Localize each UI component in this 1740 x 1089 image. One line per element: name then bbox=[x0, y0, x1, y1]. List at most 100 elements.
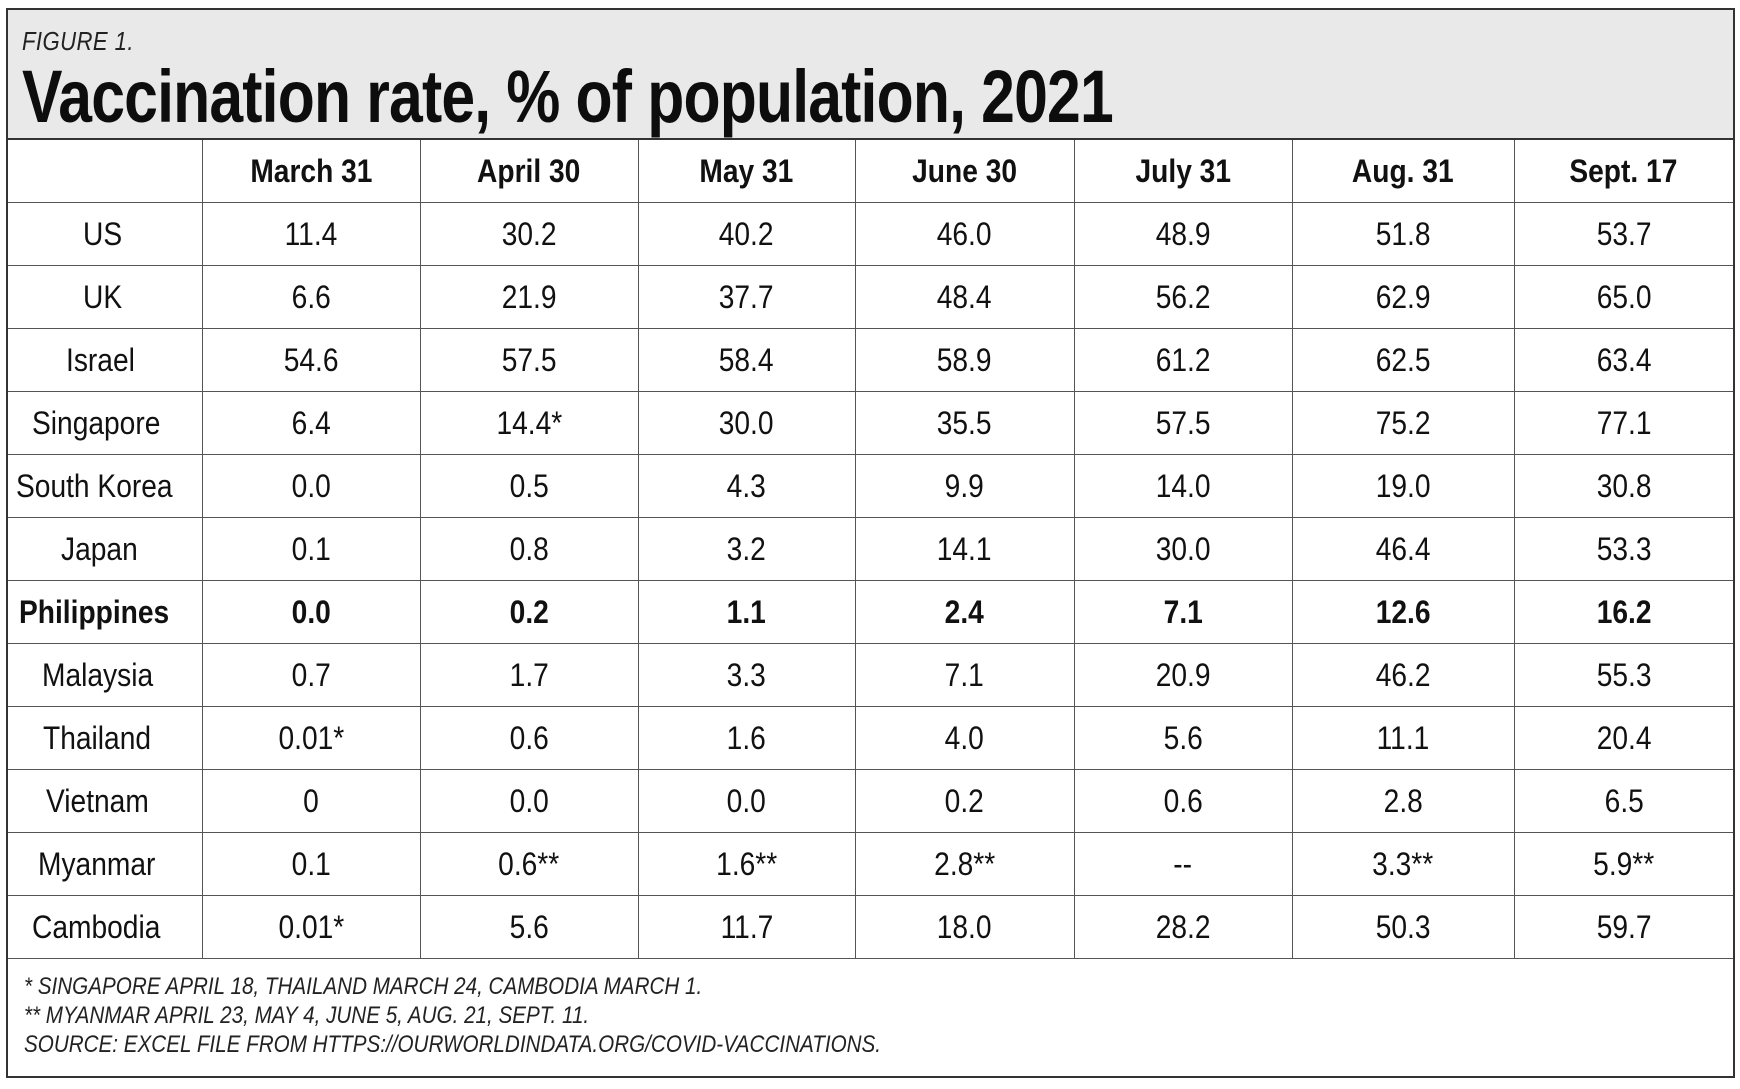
value-label: 14.1 bbox=[937, 530, 992, 567]
value-cell: 53.3 bbox=[1513, 517, 1733, 581]
value-label: 57.5 bbox=[1155, 404, 1211, 441]
value-cell: 46.4 bbox=[1291, 517, 1515, 581]
value-label: 0 bbox=[303, 782, 319, 819]
value-cell: 5.6 bbox=[1073, 706, 1293, 770]
value-label: 61.2 bbox=[1155, 341, 1211, 378]
country-cell: South Korea bbox=[8, 454, 203, 518]
value-label: 0.1 bbox=[291, 530, 331, 567]
value-cell: 46.0 bbox=[854, 202, 1075, 266]
value-label: 53.7 bbox=[1596, 215, 1652, 252]
value-label: 56.2 bbox=[1155, 278, 1211, 315]
country-label: UK bbox=[82, 278, 122, 315]
country-label: Philippines bbox=[19, 593, 170, 630]
country-cell: Vietnam bbox=[8, 769, 203, 833]
value-cell: 12.6 bbox=[1291, 580, 1515, 644]
value-cell: 19.0 bbox=[1291, 454, 1515, 518]
value-label: 0.01* bbox=[278, 719, 344, 756]
value-cell: 0.0 bbox=[419, 769, 639, 833]
value-label: 77.1 bbox=[1596, 404, 1652, 441]
value-cell: 46.2 bbox=[1291, 643, 1515, 707]
value-label: 3.3 bbox=[726, 656, 767, 693]
value-cell: 0 bbox=[201, 769, 421, 833]
value-label: 5.9** bbox=[1593, 845, 1655, 882]
value-cell: 28.2 bbox=[1073, 895, 1293, 959]
value-label: 7.1 bbox=[944, 656, 985, 693]
figure-label: FIGURE 1. bbox=[22, 26, 134, 56]
chart-title: Vaccination rate, % of population, 2021 bbox=[22, 55, 1114, 138]
table-row: South Korea 0.0 0.5 4.3 9.9 14.0 19.0 30.8 bbox=[8, 454, 1733, 518]
country-label: Malaysia bbox=[41, 656, 153, 693]
value-cell: 0.0 bbox=[201, 580, 421, 644]
value-cell: 0.01* bbox=[201, 895, 421, 959]
column-header: July 31 bbox=[1073, 140, 1293, 203]
value-label: 5.6 bbox=[509, 908, 549, 945]
value-cell: 35.5 bbox=[854, 391, 1075, 455]
value-cell: 0.0 bbox=[637, 769, 856, 833]
footnote: ** MYANMAR APRIL 23, MAY 4, JUNE 5, AUG.… bbox=[24, 1002, 590, 1029]
country-label: Cambodia bbox=[31, 908, 161, 945]
value-cell: 11.1 bbox=[1291, 706, 1515, 770]
value-label: 1.6 bbox=[726, 719, 767, 756]
value-label: 9.9 bbox=[944, 467, 985, 504]
column-header: June 30 bbox=[854, 140, 1075, 203]
value-label: 62.9 bbox=[1375, 278, 1431, 315]
value-label: 58.4 bbox=[719, 341, 774, 378]
value-label: 0.8 bbox=[509, 530, 549, 567]
value-label: 0.0 bbox=[291, 593, 331, 630]
value-label: 18.0 bbox=[937, 908, 992, 945]
table-row: Philippines 0.0 0.2 1.1 2.4 7.1 12.6 16.2 bbox=[8, 580, 1733, 644]
country-label: Thailand bbox=[43, 719, 152, 756]
value-label: 53.3 bbox=[1596, 530, 1652, 567]
value-label: 0.01* bbox=[278, 908, 344, 945]
value-cell: 3.2 bbox=[637, 517, 856, 581]
value-label: 4.0 bbox=[944, 719, 985, 756]
value-cell: 59.7 bbox=[1513, 895, 1733, 959]
value-label: 51.8 bbox=[1375, 215, 1431, 252]
value-cell: 56.2 bbox=[1073, 265, 1293, 329]
table-row: US 11.4 30.2 40.2 46.0 48.9 51.8 53.7 bbox=[8, 202, 1733, 266]
value-label: 54.6 bbox=[283, 341, 339, 378]
value-cell: 0.2 bbox=[419, 580, 639, 644]
value-cell: 1.6 bbox=[637, 706, 856, 770]
value-label: 21.9 bbox=[501, 278, 557, 315]
value-label: 3.2 bbox=[726, 530, 767, 567]
value-label: 35.5 bbox=[937, 404, 992, 441]
value-label: 30.0 bbox=[719, 404, 774, 441]
column-header: Aug. 31 bbox=[1291, 140, 1515, 203]
value-cell: 4.0 bbox=[854, 706, 1075, 770]
header-row: March 31 April 30 May 31 June 30 July 31… bbox=[8, 140, 1733, 203]
value-cell: 11.4 bbox=[201, 202, 421, 266]
value-cell: 3.3** bbox=[1291, 832, 1515, 896]
value-cell: 5.6 bbox=[419, 895, 639, 959]
value-cell: 77.1 bbox=[1513, 391, 1733, 455]
value-cell: 0.8 bbox=[419, 517, 639, 581]
value-cell: 3.3 bbox=[637, 643, 856, 707]
value-cell: 18.0 bbox=[854, 895, 1075, 959]
country-cell: Singapore bbox=[8, 391, 203, 455]
country-label: Myanmar bbox=[38, 845, 156, 882]
value-cell: 53.7 bbox=[1513, 202, 1733, 266]
value-cell: 14.4* bbox=[419, 391, 639, 455]
value-label: 16.2 bbox=[1596, 593, 1652, 630]
country-cell: US bbox=[8, 202, 203, 266]
value-cell: 63.4 bbox=[1513, 328, 1733, 392]
value-cell: 9.9 bbox=[854, 454, 1075, 518]
value-label: 2.8 bbox=[1383, 782, 1423, 819]
value-cell: 0.01* bbox=[201, 706, 421, 770]
value-cell: 30.2 bbox=[419, 202, 639, 266]
column-header-label: April 30 bbox=[477, 152, 581, 189]
value-label: 4.3 bbox=[726, 467, 767, 504]
value-label: 40.2 bbox=[719, 215, 774, 252]
value-label: 0.6** bbox=[498, 845, 560, 882]
value-label: 6.4 bbox=[291, 404, 331, 441]
column-header-label: June 30 bbox=[912, 152, 1017, 189]
table-body: US 11.4 30.2 40.2 46.0 48.9 51.8 53.7 UK 6.6 21.9 3… bbox=[8, 202, 1733, 959]
country-cell: Cambodia bbox=[8, 895, 203, 959]
value-cell: 40.2 bbox=[637, 202, 856, 266]
value-cell: 62.9 bbox=[1291, 265, 1515, 329]
value-cell: 65.0 bbox=[1513, 265, 1733, 329]
value-label: 6.5 bbox=[1604, 782, 1644, 819]
value-label: 75.2 bbox=[1375, 404, 1431, 441]
value-label: 2.8** bbox=[933, 845, 996, 882]
value-cell: 0.2 bbox=[854, 769, 1075, 833]
